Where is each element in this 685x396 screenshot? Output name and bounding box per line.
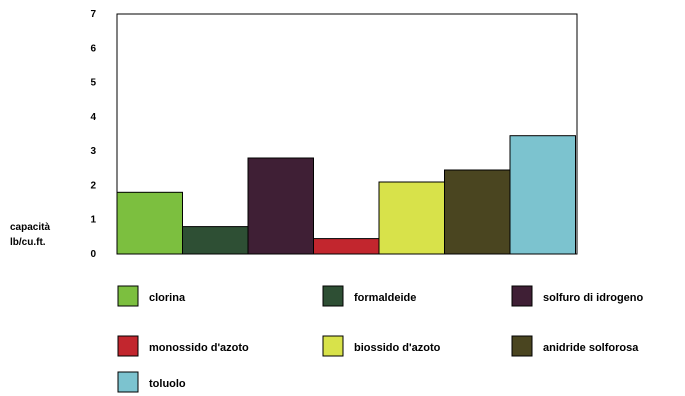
legend-swatch-3 xyxy=(117,335,139,357)
y-axis-label-line-1: capacità xyxy=(10,222,50,233)
y-tick-label: 1 xyxy=(90,215,96,226)
bar-1 xyxy=(182,226,249,255)
legend-swatch-0 xyxy=(117,285,139,307)
y-tick-label: 3 xyxy=(90,146,96,157)
bar-6 xyxy=(509,135,576,255)
y-tick-label: 6 xyxy=(90,43,96,54)
legend-swatch-4 xyxy=(322,335,344,357)
bars xyxy=(116,135,576,255)
y-tick-label: 2 xyxy=(90,180,96,191)
legend: clorina formaldeide solfuro di idrogeno mon… xyxy=(117,285,643,393)
bar-3 xyxy=(313,238,380,255)
legend-swatch-2 xyxy=(511,285,533,307)
legend-label-2: solfuro di idrogeno xyxy=(543,292,643,304)
legend-label-6: toluolo xyxy=(149,378,186,390)
legend-label-5: anidride solforosa xyxy=(543,342,639,354)
y-tick-label: 4 xyxy=(90,112,96,123)
bar-0 xyxy=(116,191,183,255)
legend-swatch-6 xyxy=(117,371,139,393)
legend-label-4: biossido d'azoto xyxy=(354,342,441,354)
y-tick-label: 7 xyxy=(90,9,96,20)
y-axis-ticks: 0 1 2 3 4 5 6 7 xyxy=(90,9,96,260)
legend-label-1: formaldeide xyxy=(354,292,416,304)
legend-label-3: monossido d'azoto xyxy=(149,342,249,354)
legend-swatch-5 xyxy=(511,335,533,357)
bar-5 xyxy=(444,169,511,255)
legend-swatch-1 xyxy=(322,285,344,307)
bar-4 xyxy=(378,181,445,255)
y-axis-label-line-2: lb/cu.ft. xyxy=(10,237,46,248)
bar-2 xyxy=(247,157,314,255)
legend-label-0: clorina xyxy=(149,292,186,304)
y-tick-label: 0 xyxy=(90,249,96,260)
y-axis-label: capacità lb/cu.ft. xyxy=(10,222,50,248)
y-tick-label: 5 xyxy=(90,78,96,89)
